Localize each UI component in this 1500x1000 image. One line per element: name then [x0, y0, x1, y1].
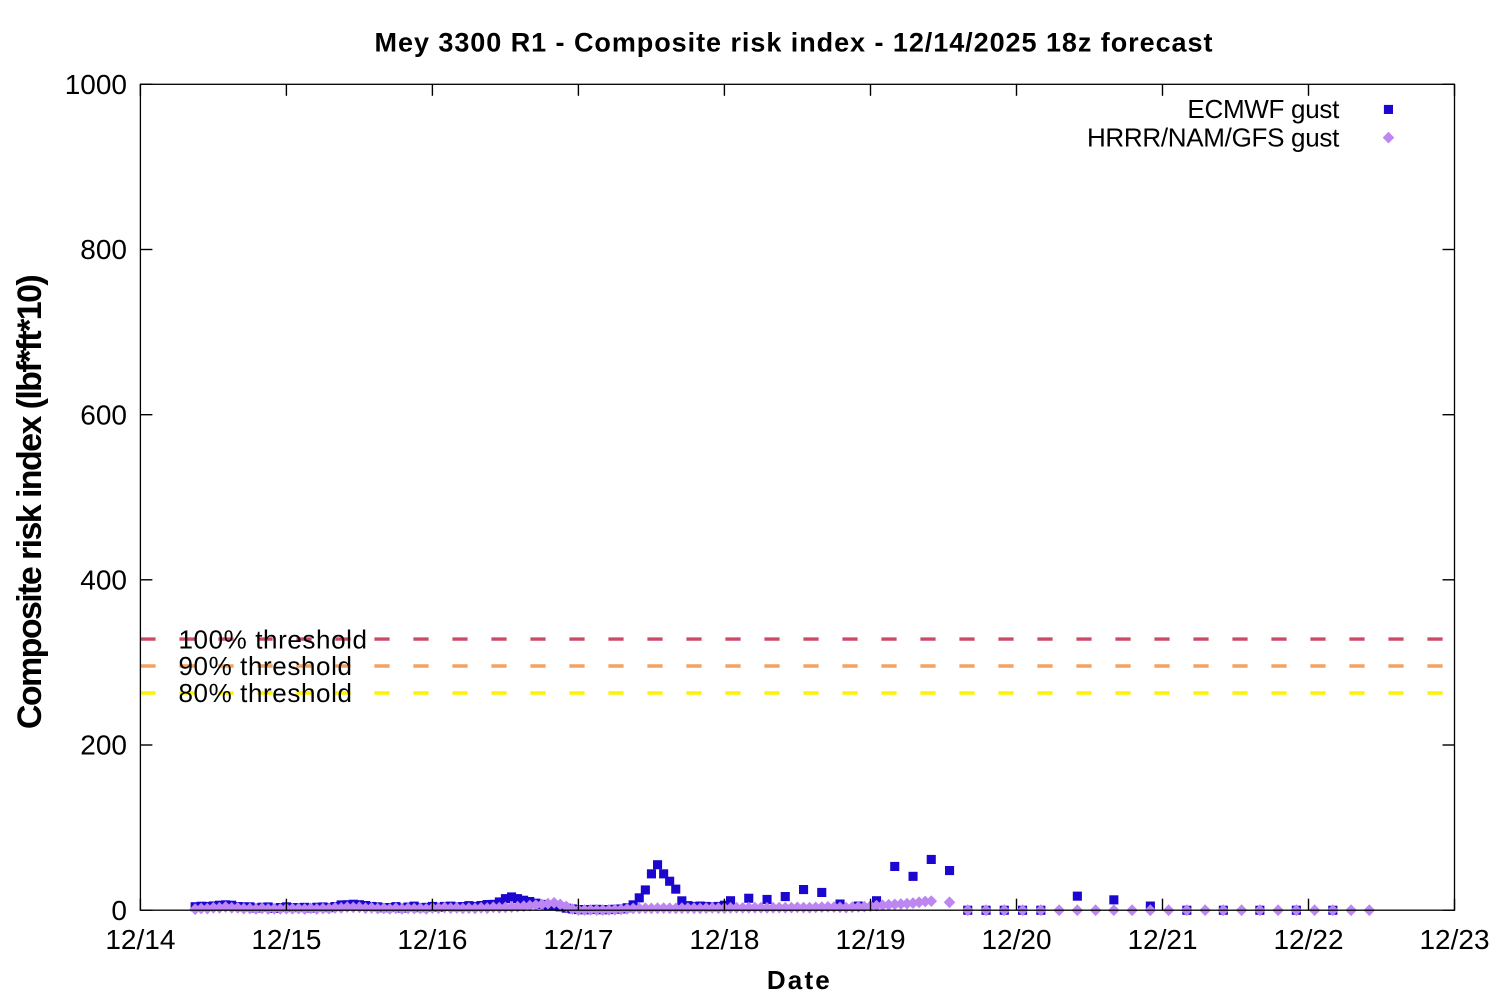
svg-text:12/21: 12/21 [1127, 924, 1197, 955]
svg-text:Mey 3300 R1 - Composite risk i: Mey 3300 R1 - Composite risk index - 12/… [375, 28, 1214, 58]
svg-text:90% threshold: 90% threshold [179, 651, 353, 681]
svg-text:12/23: 12/23 [1419, 924, 1489, 955]
svg-text:200: 200 [80, 730, 127, 761]
svg-text:ECMWF gust: ECMWF gust [1187, 94, 1340, 124]
svg-text:800: 800 [80, 234, 127, 265]
svg-text:12/16: 12/16 [397, 924, 467, 955]
svg-text:12/17: 12/17 [543, 924, 613, 955]
svg-text:100% threshold: 100% threshold [179, 624, 368, 654]
svg-text:12/19: 12/19 [835, 924, 905, 955]
svg-text:12/15: 12/15 [251, 924, 321, 955]
svg-text:12/22: 12/22 [1273, 924, 1343, 955]
svg-text:600: 600 [80, 399, 127, 430]
svg-text:12/18: 12/18 [689, 924, 759, 955]
svg-text:80% threshold: 80% threshold [179, 678, 353, 708]
svg-text:1000: 1000 [65, 69, 127, 100]
svg-text:12/20: 12/20 [981, 924, 1051, 955]
svg-text:12/14: 12/14 [105, 924, 175, 955]
svg-text:Composite risk index (lbf*ft*1: Composite risk index (lbf*ft*10) [11, 276, 49, 729]
svg-text:0: 0 [111, 895, 127, 926]
svg-text:400: 400 [80, 564, 127, 595]
svg-text:HRRR/NAM/GFS gust: HRRR/NAM/GFS gust [1087, 122, 1340, 152]
svg-text:Date: Date [767, 965, 832, 995]
